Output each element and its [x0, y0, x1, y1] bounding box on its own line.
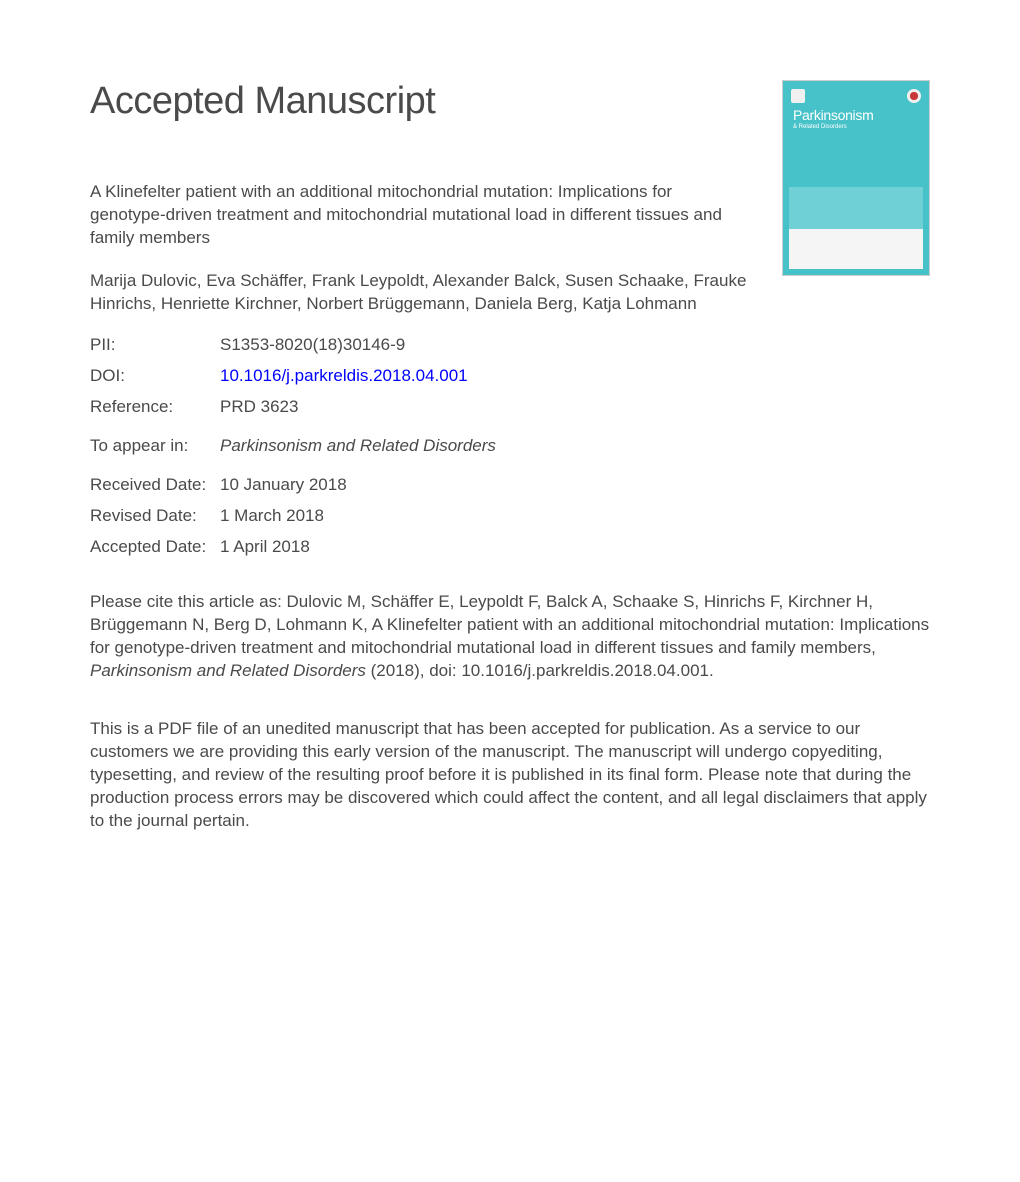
journal-cover-inner: Parkinsonism & Related Disorders: [789, 87, 923, 269]
disclaimer-text: This is a PDF file of an unedited manusc…: [90, 718, 930, 833]
meta-row-reference: Reference: PRD 3623: [90, 398, 930, 415]
meta-row-pii: PII: S1353-8020(18)30146-9: [90, 336, 930, 353]
meta-value-accepted-date: 1 April 2018: [220, 538, 310, 555]
article-title: A Klinefelter patient with an additional…: [90, 181, 730, 250]
publisher-logo-icon: [791, 89, 805, 103]
doi-link[interactable]: 10.1016/j.parkreldis.2018.04.001: [220, 367, 468, 384]
meta-label: Reference:: [90, 398, 220, 415]
cover-journal-subtitle: & Related Disorders: [793, 124, 919, 130]
meta-value-reference: PRD 3623: [220, 398, 298, 415]
citation-suffix: (2018), doi: 10.1016/j.parkreldis.2018.0…: [366, 661, 714, 680]
meta-value-received-date: 10 January 2018: [220, 476, 347, 493]
meta-row-accepted: Accepted Date: 1 April 2018: [90, 538, 930, 555]
meta-label: DOI:: [90, 367, 220, 384]
citation-journal: Parkinsonism and Related Disorders: [90, 661, 366, 680]
citation-block: Please cite this article as: Dulovic M, …: [90, 591, 930, 683]
society-logo-icon: [907, 89, 921, 103]
citation-prefix: Please cite this article as: Dulovic M, …: [90, 592, 929, 657]
meta-label: Revised Date:: [90, 507, 220, 524]
journal-cover-thumbnail: Parkinsonism & Related Disorders: [782, 80, 930, 276]
cover-journal-title: Parkinsonism: [793, 107, 919, 123]
cover-logo-row: [791, 89, 921, 103]
meta-label: To appear in:: [90, 437, 220, 454]
meta-row-received: Received Date: 10 January 2018: [90, 476, 930, 493]
metadata-table: PII: S1353-8020(18)30146-9 DOI: 10.1016/…: [90, 336, 930, 555]
article-authors: Marija Dulovic, Eva Schäffer, Frank Leyp…: [90, 270, 790, 316]
meta-row-appear: To appear in: Parkinsonism and Related D…: [90, 437, 930, 454]
meta-value-revised-date: 1 March 2018: [220, 507, 324, 524]
meta-value-pii: S1353-8020(18)30146-9: [220, 336, 405, 353]
meta-row-doi: DOI: 10.1016/j.parkreldis.2018.04.001: [90, 367, 930, 384]
meta-label: PII:: [90, 336, 220, 353]
meta-label: Accepted Date:: [90, 538, 220, 555]
meta-row-revised: Revised Date: 1 March 2018: [90, 507, 930, 524]
meta-label: Received Date:: [90, 476, 220, 493]
meta-value-journal: Parkinsonism and Related Disorders: [220, 437, 496, 454]
